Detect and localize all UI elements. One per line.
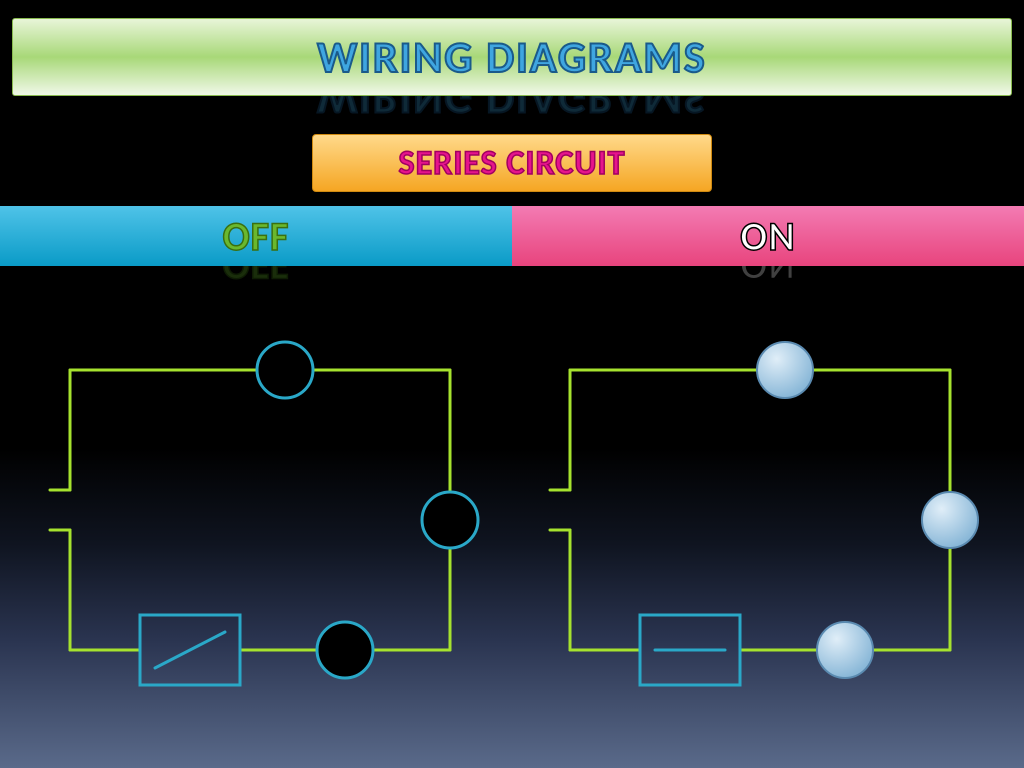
state-on-reflection: ON — [512, 266, 1024, 290]
circuit-diagram-on — [540, 330, 990, 720]
title-reflection: WIRING DIAGRAMS — [12, 96, 1012, 126]
subtitle: SERIES CIRCUIT — [399, 143, 626, 184]
state-bar-on: ON — [512, 206, 1024, 266]
circuit-diagram-off — [40, 330, 490, 720]
subtitle-box: SERIES CIRCUIT — [312, 134, 712, 192]
title-bar: WIRING DIAGRAMS — [12, 18, 1012, 96]
page-title: WIRING DIAGRAMS — [317, 30, 706, 84]
state-label-off: OFF — [223, 212, 290, 261]
state-off-reflection: OFF — [0, 266, 512, 290]
state-bar-off: OFF — [0, 206, 512, 266]
state-label-on: ON — [740, 212, 795, 261]
